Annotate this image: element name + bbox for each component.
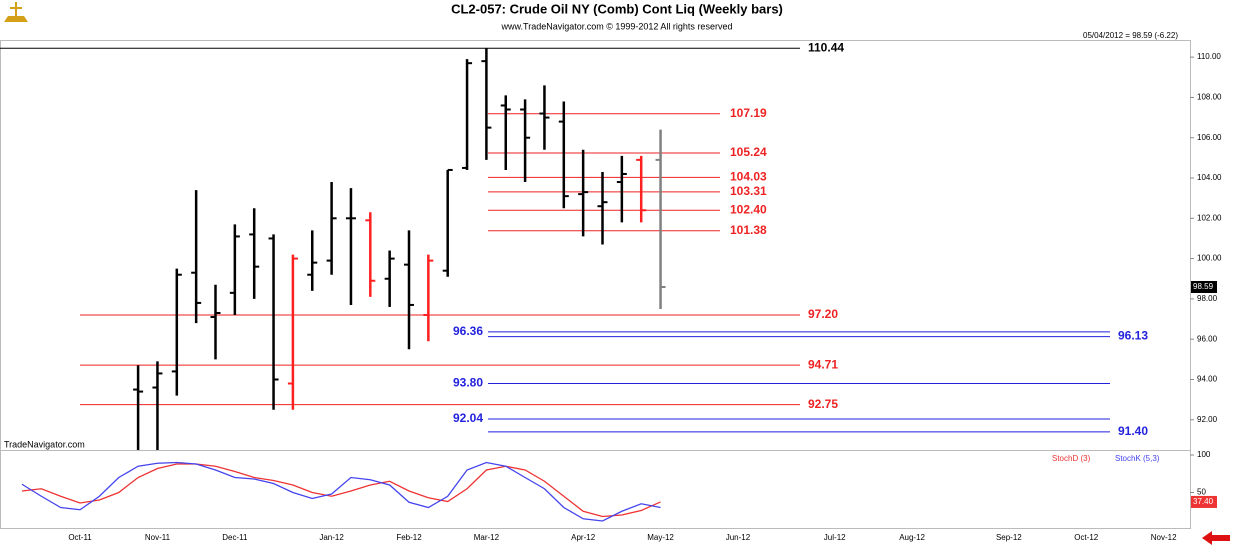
legend-entry: StochK (5,3) [1115, 454, 1160, 463]
y-tick-label: 110.00 [1197, 52, 1221, 61]
stoch-line [21, 463, 661, 518]
x-tick-label: Dec-11 [222, 533, 248, 542]
x-tick-label: Jul-12 [824, 533, 846, 542]
price-stamp: 05/04/2012 = 98.59 (-6.22) [1083, 31, 1178, 40]
y-tick-label: 100 [1197, 450, 1211, 459]
y-tick-label: 96.00 [1197, 334, 1218, 343]
level-label: 104.03 [730, 170, 767, 184]
level-label: 97.20 [808, 307, 838, 321]
x-tick-label: Aug-12 [899, 533, 925, 542]
chart-subtitle: www.TradeNavigator.com © 1999-2012 All r… [501, 21, 733, 31]
y-tick-label: 104.00 [1197, 173, 1222, 182]
x-tick-label: Oct-12 [1074, 533, 1099, 542]
level-label: 103.31 [730, 184, 767, 198]
level-label: 92.75 [808, 397, 838, 411]
level-label: 91.40 [1118, 424, 1148, 438]
level-label: 94.71 [808, 357, 838, 371]
x-tick-label: May-12 [647, 533, 674, 542]
y-tick-label: 92.00 [1197, 415, 1218, 424]
y-tick-label: 50 [1197, 488, 1206, 497]
x-tick-label: Nov-11 [145, 533, 171, 542]
value-box-label: 37.40 [1193, 497, 1214, 506]
watermark: TradeNavigator.com [4, 439, 85, 449]
level-label: 102.40 [730, 202, 767, 216]
x-tick-label: Jun-12 [726, 533, 751, 542]
logo [4, 2, 28, 22]
scroll-arrow[interactable] [1202, 531, 1230, 545]
x-tick-label: Oct-11 [68, 533, 92, 542]
x-tick-label: Nov-12 [1151, 533, 1177, 542]
x-tick-label: Jan-12 [319, 533, 344, 542]
chart-title: CL2-057: Crude Oil NY (Comb) Cont Liq (W… [451, 1, 783, 16]
legend-entry: StochD (3) [1052, 454, 1091, 463]
level-label: 96.13 [1118, 329, 1148, 343]
x-tick-label: Sep-12 [996, 533, 1022, 542]
y-tick-label: 100.00 [1197, 254, 1222, 263]
y-tick-label: 102.00 [1197, 213, 1222, 222]
level-label: 107.19 [730, 106, 767, 120]
stoch-frame [0, 450, 1191, 529]
price-box-label: 98.59 [1193, 282, 1214, 291]
x-tick-label: Feb-12 [396, 533, 422, 542]
level-label: 92.04 [453, 411, 483, 425]
level-label: 93.80 [453, 376, 483, 390]
y-tick-label: 108.00 [1197, 93, 1222, 102]
y-tick-label: 98.00 [1197, 294, 1218, 303]
x-tick-label: Apr-12 [571, 533, 596, 542]
x-tick-label: Mar-12 [474, 533, 500, 542]
level-label: 105.24 [730, 145, 767, 159]
price-box [1191, 281, 1217, 294]
level-label: 96.36 [453, 324, 483, 338]
y-tick-label: 106.00 [1197, 133, 1222, 142]
level-label: 110.44 [808, 40, 844, 54]
y-tick-label: 94.00 [1197, 375, 1218, 384]
value-box [1191, 495, 1217, 508]
stoch-line [21, 461, 661, 522]
level-label: 101.38 [730, 223, 767, 237]
